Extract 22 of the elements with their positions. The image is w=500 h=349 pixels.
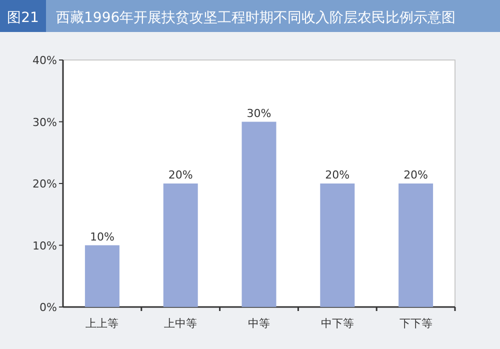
x-tick-label: 中下等 <box>320 317 354 330</box>
x-tick-label: 下下等 <box>399 317 432 330</box>
chart-subtitle: 西藏1996年开展扶贫攻坚工程时期不同收入阶层农民比例示意图 <box>56 10 456 26</box>
data-label: 10% <box>90 230 114 244</box>
bar <box>163 184 198 307</box>
y-tick-label: 0% <box>40 301 57 314</box>
x-tick-label: 上中等 <box>164 317 198 330</box>
data-label: 30% <box>246 106 272 120</box>
y-tick-label: 10% <box>32 239 57 252</box>
x-tick-label: 上上等 <box>86 317 119 330</box>
bar <box>320 184 355 307</box>
y-tick-label: 20% <box>32 178 57 190</box>
data-label: 20% <box>404 168 428 182</box>
bar <box>84 245 120 307</box>
x-tick-label: 中等 <box>248 317 270 330</box>
data-label: 20% <box>325 168 350 182</box>
data-label: 20% <box>168 168 193 182</box>
bar <box>242 122 276 307</box>
bar <box>398 184 434 307</box>
y-tick-label: 30% <box>32 116 57 129</box>
y-tick-label: 40% <box>32 54 57 67</box>
chart-title: 图21 <box>7 10 39 26</box>
